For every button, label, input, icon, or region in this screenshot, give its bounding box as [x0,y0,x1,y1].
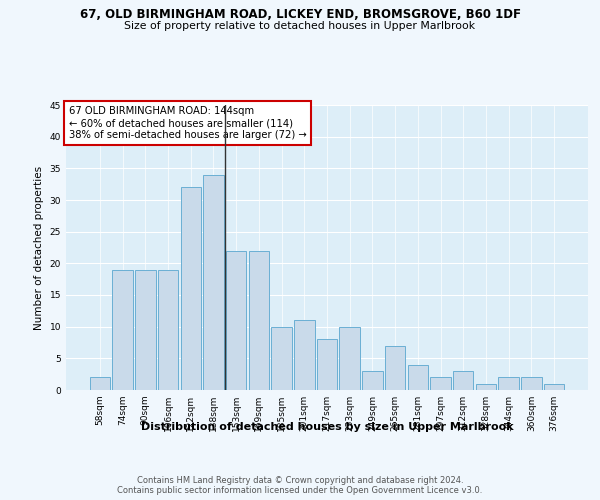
Bar [248,250,269,390]
Text: 67 OLD BIRMINGHAM ROAD: 144sqm
← 60% of detached houses are smaller (114)
38% of: 67 OLD BIRMINGHAM ROAD: 144sqm ← 60% of … [68,106,307,140]
Bar [158,270,178,390]
Bar [112,270,133,390]
Y-axis label: Number of detached properties: Number of detached properties [34,166,44,330]
Bar [362,371,383,390]
Bar [340,326,360,390]
Bar [430,378,451,390]
Bar [385,346,406,390]
Bar [476,384,496,390]
Text: Distribution of detached houses by size in Upper Marlbrook: Distribution of detached houses by size … [140,422,514,432]
Bar [407,364,428,390]
Bar [181,188,201,390]
Text: 67, OLD BIRMINGHAM ROAD, LICKEY END, BROMSGROVE, B60 1DF: 67, OLD BIRMINGHAM ROAD, LICKEY END, BRO… [79,8,521,20]
Bar [544,384,564,390]
Bar [294,320,314,390]
Bar [317,340,337,390]
Text: Size of property relative to detached houses in Upper Marlbrook: Size of property relative to detached ho… [124,21,476,31]
Text: Contains HM Land Registry data © Crown copyright and database right 2024.
Contai: Contains HM Land Registry data © Crown c… [118,476,482,495]
Bar [135,270,155,390]
Bar [521,378,542,390]
Bar [90,378,110,390]
Bar [499,378,519,390]
Bar [453,371,473,390]
Bar [226,250,247,390]
Bar [271,326,292,390]
Bar [203,174,224,390]
